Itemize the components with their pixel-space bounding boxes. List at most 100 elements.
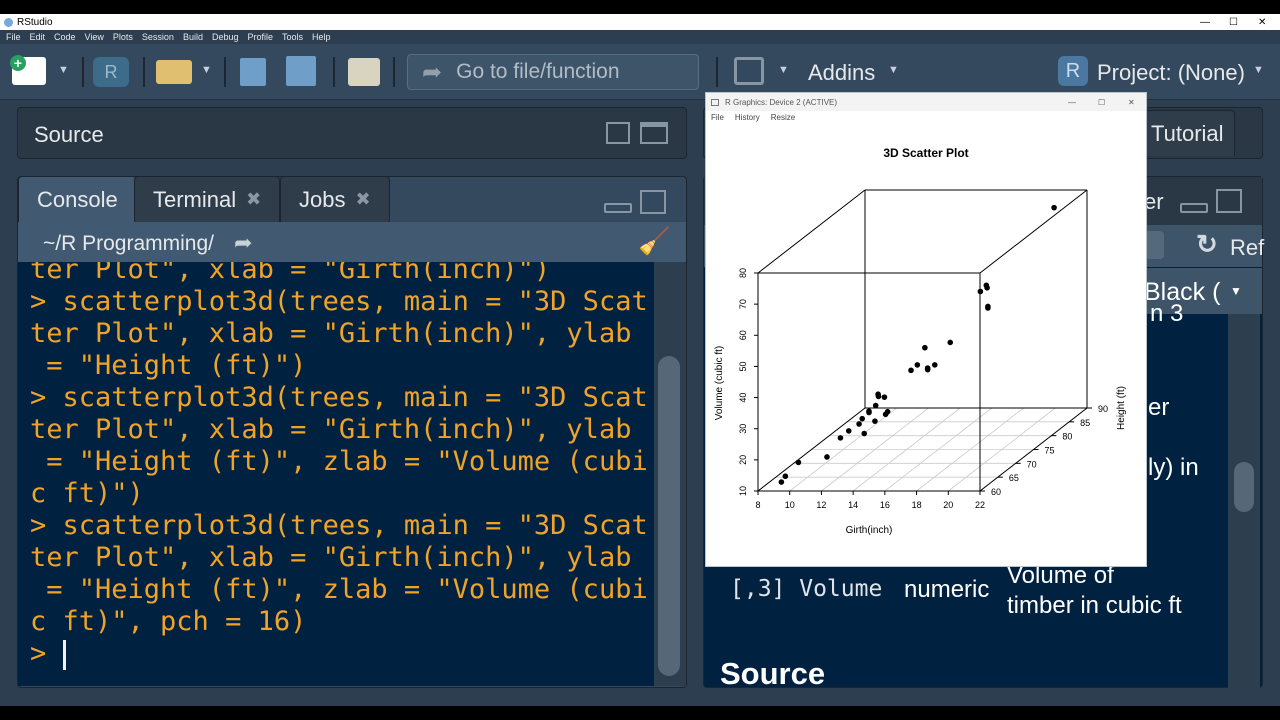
- help-text: er: [1148, 394, 1170, 421]
- open-folder-icon[interactable]: [156, 60, 192, 84]
- r-graphics-window: R Graphics: Device 2 (ACTIVE) — ☐ ✕ File…: [705, 92, 1147, 567]
- data-point: [884, 408, 891, 415]
- help-scrollbar[interactable]: [1228, 314, 1260, 688]
- data-point: [861, 430, 868, 437]
- close-icon[interactable]: ✖: [246, 189, 262, 209]
- working-directory[interactable]: ~/R Programming/: [43, 232, 214, 255]
- tab-viewer[interactable]: er: [1144, 189, 1164, 214]
- chevron-down-icon[interactable]: ▼: [888, 64, 899, 76]
- chevron-down-icon[interactable]: ▼: [58, 64, 69, 76]
- print-icon[interactable]: [348, 58, 380, 86]
- close-icon[interactable]: ✖: [355, 189, 371, 209]
- x-tick-label: 10: [785, 500, 795, 510]
- refresh-button[interactable]: Ref: [1230, 235, 1265, 260]
- x-axis-label: Girth(inch): [846, 525, 893, 536]
- menu-plots[interactable]: Plots: [112, 32, 133, 42]
- grid-line: [789, 407, 897, 492]
- tab-jobs[interactable]: Jobs ✖: [280, 176, 390, 222]
- toolbar-divider: [82, 57, 84, 87]
- console-line: ter Plot", xlab = "Girth(inch)", ylab: [30, 414, 632, 445]
- scrollbar-thumb[interactable]: [1234, 462, 1254, 512]
- clear-console-broom-icon[interactable]: 🧹: [638, 226, 671, 256]
- window-icon: [711, 98, 719, 106]
- menu-history[interactable]: History: [734, 113, 760, 122]
- menu-file[interactable]: File: [6, 32, 21, 42]
- y-tick-label: 65: [1009, 473, 1019, 483]
- data-point: [778, 479, 785, 485]
- tab-label: Console: [37, 186, 118, 212]
- minimize-pane-icon[interactable]: [604, 203, 632, 213]
- y-tick-label: 75: [1045, 446, 1055, 456]
- x-tick-label: 8: [755, 500, 760, 510]
- plot-window-title: R Graphics: Device 2 (ACTIVE): [725, 97, 838, 107]
- restore-pane-icon[interactable]: [606, 122, 630, 144]
- project-menu[interactable]: Project: (None): [1097, 60, 1245, 85]
- new-project-icon[interactable]: R: [93, 57, 129, 87]
- minimize-button[interactable]: —: [1068, 97, 1076, 107]
- refresh-icon[interactable]: ↻: [1196, 229, 1218, 259]
- z-tick-label: 80: [738, 268, 748, 278]
- menu-tools[interactable]: Tools: [282, 32, 304, 42]
- scatter-3d-plot: 8 10 12 14 16 18 20 22 10 20 30 40 50 60 70 80 60 65 70 75 8…: [714, 146, 1127, 536]
- data-point: [795, 459, 802, 466]
- save-icon[interactable]: [240, 58, 266, 86]
- menu-help[interactable]: Help: [312, 32, 331, 42]
- save-all-icon[interactable]: [286, 56, 316, 86]
- minimize-button[interactable]: —: [1200, 16, 1210, 28]
- maximize-pane-icon[interactable]: [640, 122, 668, 144]
- data-point: [859, 415, 866, 422]
- console-line: > scatterplot3d(trees, main = "3D Scat: [30, 510, 648, 541]
- chevron-down-icon[interactable]: ▼: [1253, 64, 1264, 76]
- console-output[interactable]: ter Plot", xlab = "Girth(inch)") > scatte…: [18, 262, 654, 686]
- data-point: [983, 282, 990, 289]
- menu-profile[interactable]: Profile: [247, 32, 274, 42]
- data-point: [881, 394, 888, 400]
- addins-menu[interactable]: Addins: [808, 60, 876, 85]
- z-tick-label: 70: [738, 299, 748, 309]
- data-point: [782, 473, 789, 480]
- window-title: RStudio: [17, 16, 53, 28]
- section-heading: Source: [720, 656, 826, 691]
- variable-type: numeric: [904, 576, 990, 603]
- data-point: [931, 362, 938, 368]
- grid-line: [884, 407, 993, 492]
- maximize-button[interactable]: ☐: [1098, 97, 1106, 107]
- pane-layout-icon[interactable]: [734, 57, 764, 85]
- x-tick-label: 20: [943, 500, 953, 510]
- tab-console[interactable]: Console: [18, 176, 137, 222]
- chevron-down-icon[interactable]: ▼: [201, 64, 212, 76]
- menu-edit[interactable]: Edit: [29, 32, 46, 42]
- data-point: [908, 367, 914, 374]
- console-line: ter Plot", xlab = "Girth(inch)", ylab: [30, 542, 632, 573]
- z-tick-label: 20: [738, 455, 748, 465]
- new-file-icon[interactable]: +: [10, 55, 46, 85]
- source-pane: Source: [17, 107, 687, 159]
- tab-tutorial[interactable]: Tutorial: [1140, 110, 1235, 156]
- data-point: [872, 402, 879, 409]
- go-to-directory-icon[interactable]: ➦: [234, 230, 253, 255]
- close-button[interactable]: ✕: [1258, 16, 1267, 28]
- menu-resize[interactable]: Resize: [770, 113, 796, 122]
- minimize-pane-icon[interactable]: [1180, 203, 1208, 213]
- console-line: c ft)", pch = 16): [30, 606, 307, 637]
- scrollbar-thumb[interactable]: [658, 356, 680, 676]
- tab-terminal[interactable]: Terminal ✖: [134, 176, 281, 222]
- menu-debug[interactable]: Debug: [211, 32, 239, 42]
- help-text: n 3: [1150, 300, 1184, 327]
- restore-pane-icon[interactable]: [640, 190, 666, 214]
- close-button[interactable]: ✕: [1128, 97, 1135, 107]
- console-scrollbar[interactable]: [654, 262, 686, 686]
- menu-session[interactable]: Session: [141, 32, 174, 42]
- restore-pane-icon[interactable]: [1216, 189, 1242, 213]
- variable-code: [,3] Volume: [730, 576, 883, 602]
- chevron-down-icon[interactable]: ▼: [778, 64, 789, 76]
- z-tick-label: 60: [738, 330, 748, 340]
- menu-build[interactable]: Build: [182, 32, 203, 42]
- console-line: c ft)"): [30, 478, 144, 509]
- goto-file-function-input[interactable]: ➦ Go to file/function: [407, 54, 699, 90]
- menu-file[interactable]: File: [711, 113, 724, 122]
- menu-code[interactable]: Code: [54, 32, 76, 42]
- menu-view[interactable]: View: [84, 32, 104, 42]
- console-line: = "Height (ft)"): [30, 350, 307, 381]
- maximize-button[interactable]: ☐: [1229, 16, 1238, 28]
